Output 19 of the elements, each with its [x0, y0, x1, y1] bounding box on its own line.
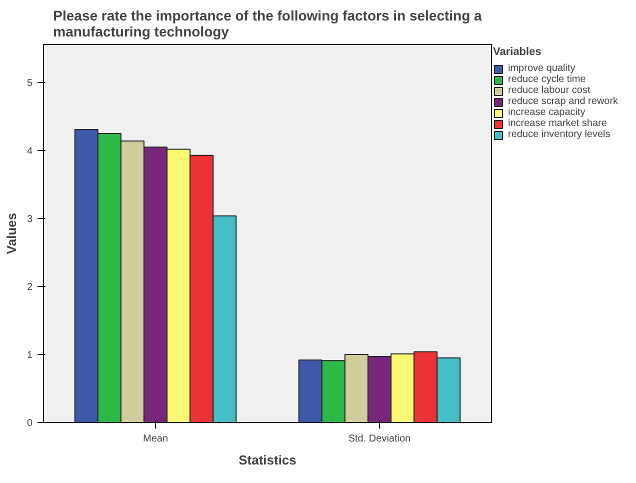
y-tick-label: 3 — [26, 214, 33, 226]
y-tick-label: 5 — [26, 78, 33, 90]
legend-label: reduce labour cost — [508, 85, 590, 96]
y-tick-label: 4 — [26, 146, 33, 158]
x-tick-label: Std. Deviation — [348, 434, 411, 444]
y-axis-title: Values — [4, 212, 19, 254]
legend-title: Variables — [493, 46, 542, 58]
chart-title: Please rate the importance of the following factors in selecting a manufacturing technology — [53, 8, 482, 40]
x-axis-title: Statistics — [238, 452, 296, 468]
legend-label: reduce cycle time — [508, 74, 586, 85]
y-tick-label: 0 — [26, 418, 33, 429]
y-tick-label: 2 — [26, 282, 33, 294]
y-tick-label: 1 — [26, 350, 33, 362]
legend-label: reduce scrap and rework — [508, 96, 618, 107]
legend-label: reduce inventory levels — [508, 129, 610, 140]
legend-label: improve quality — [508, 63, 576, 74]
x-tick-label: Mean — [142, 434, 168, 444]
legend-label: increase capacity — [508, 107, 586, 118]
legend-label: increase market share — [508, 118, 607, 129]
